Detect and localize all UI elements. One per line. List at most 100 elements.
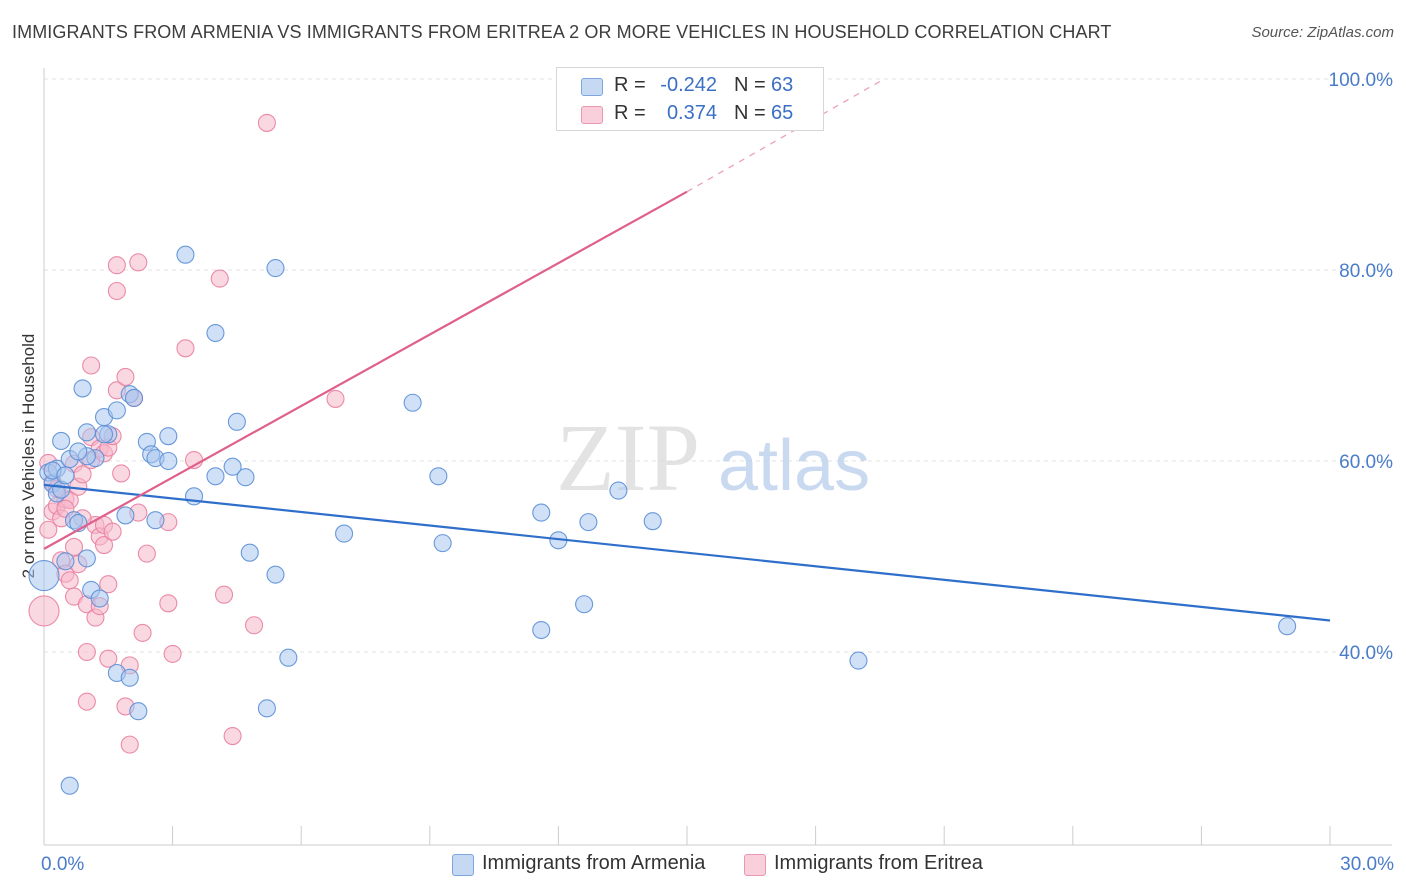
armenia-point: [69, 442, 88, 461]
armenia-point: [124, 388, 144, 408]
armenia-point: [236, 468, 255, 487]
armenia-point: [90, 589, 109, 608]
y-tick-labels: 100.0% 80.0% 60.0% 40.0%: [1329, 70, 1394, 664]
watermark-atlas: atlas: [718, 426, 870, 506]
armenia-point: [429, 467, 448, 486]
eritrea-point: [64, 537, 84, 557]
armenia-point: [403, 393, 422, 412]
eritrea-point: [60, 571, 79, 590]
eritrea-trend-extension: [686, 78, 885, 193]
armenia-point: [266, 565, 285, 584]
legend-r-value: -0.242: [660, 74, 717, 96]
watermark: ZIP atlas: [556, 404, 870, 511]
armenia-point: [433, 534, 452, 553]
eritrea-point: [210, 269, 229, 288]
eritrea-point: [163, 644, 182, 663]
armenia-point: [116, 506, 135, 525]
eritrea-point: [159, 594, 178, 613]
armenia-point: [159, 451, 178, 471]
armenia-point: [206, 323, 225, 343]
eritrea-point: [28, 595, 60, 627]
armenia-point: [77, 549, 96, 568]
armenia-point: [240, 543, 259, 562]
armenia-point: [532, 503, 551, 522]
armenia-point: [94, 425, 114, 444]
y-axis-label: 2 or more Vehicles in Household: [19, 334, 38, 579]
armenia-point: [129, 702, 148, 721]
eritrea-point: [107, 256, 126, 275]
eritrea-point: [82, 356, 101, 375]
armenia-point: [257, 699, 276, 718]
legend-n-value: 63: [771, 74, 794, 96]
eritrea-point: [257, 113, 276, 132]
eritrea-point: [39, 520, 58, 539]
eritrea-point: [77, 642, 96, 662]
armenia-point: [223, 457, 242, 476]
eritrea-points: [28, 112, 624, 754]
eritrea-point: [107, 281, 126, 301]
stats-legend: R = -0.242 N = 63 R = 0.374 N = 65: [556, 67, 824, 131]
armenia-point: [52, 431, 71, 450]
armenia-points: [28, 245, 1297, 795]
x-ticks: [43, 826, 1331, 845]
armenia-point: [227, 412, 246, 431]
armenia-point: [266, 259, 285, 278]
eritrea-point: [326, 389, 345, 408]
eritrea-point: [214, 585, 234, 604]
armenia-point: [77, 423, 96, 442]
eritrea-point: [129, 253, 148, 272]
armenia-point: [146, 511, 165, 530]
eritrea-point: [99, 575, 118, 594]
eritrea-legend-swatch: [744, 854, 766, 876]
eritrea-trend-line: [43, 190, 688, 550]
x-tick-labels: 0.0% 30.0%: [41, 854, 1394, 875]
eritrea-point: [137, 544, 156, 563]
armenia-point: [28, 560, 60, 592]
source-label: Source: ZipAtlas.com: [1251, 24, 1394, 41]
armenia-point: [73, 379, 92, 398]
chart-title: IMMIGRANTS FROM ARMENIA VS IMMIGRANTS FR…: [12, 22, 1112, 42]
legend-n-label: N =: [734, 74, 766, 96]
armenia-point: [206, 467, 225, 486]
armenia-point: [849, 651, 868, 670]
eritrea-point: [120, 735, 139, 754]
legend-r-label: R =: [614, 74, 646, 96]
armenia-point: [107, 401, 126, 420]
armenia-point: [335, 524, 354, 543]
armenia-swatch: [581, 78, 603, 96]
legend-r-label: R =: [614, 102, 646, 124]
eritrea-point: [223, 726, 242, 746]
watermark-zip: ZIP: [556, 404, 700, 511]
armenia-point: [532, 620, 551, 640]
armenia-point: [60, 776, 79, 795]
armenia-point: [279, 648, 298, 667]
armenia-point: [1278, 617, 1297, 636]
eritrea-point: [244, 616, 264, 635]
x-tick-label: 0.0%: [41, 854, 84, 875]
y-tick-label: 100.0%: [1329, 70, 1394, 91]
legend-n-label: N =: [734, 102, 766, 124]
eritrea-point: [77, 692, 96, 711]
trend-lines: [43, 78, 1331, 622]
x-tick-label: 30.0%: [1340, 854, 1394, 875]
eritrea-swatch: [581, 106, 603, 124]
legend-r-value: 0.374: [666, 102, 717, 124]
legend-row-eritrea: R = 0.374 N = 65: [557, 100, 823, 130]
eritrea-point: [94, 535, 114, 555]
eritrea-point: [103, 522, 122, 541]
y-tick-label: 60.0%: [1339, 452, 1393, 473]
armenia-point: [579, 513, 598, 532]
eritrea-point: [133, 623, 152, 642]
armenia-point: [609, 481, 628, 500]
armenia-point: [176, 245, 195, 264]
armenia-point: [575, 595, 594, 614]
eritrea-point: [116, 367, 135, 387]
eritrea-point: [112, 464, 131, 483]
armenia-point: [120, 668, 139, 687]
eritrea-point: [176, 339, 195, 358]
eritrea-legend-label: Immigrants from Eritrea: [774, 852, 983, 874]
armenia-legend-swatch: [452, 854, 474, 876]
armenia-point: [159, 427, 178, 446]
armenia-point: [56, 552, 75, 571]
